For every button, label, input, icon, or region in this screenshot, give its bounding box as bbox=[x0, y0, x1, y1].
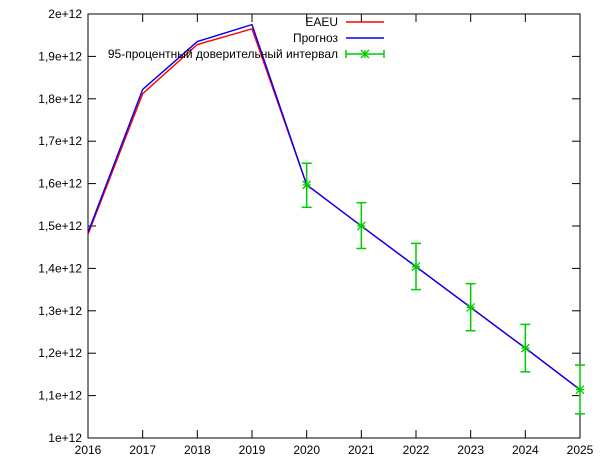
x-tick-label: 2016 bbox=[75, 443, 102, 457]
y-tick-label: 1,2e+12 bbox=[38, 346, 82, 360]
series-layer bbox=[87, 23, 585, 415]
x-tick-label: 2023 bbox=[457, 443, 484, 457]
y-tick-label: 1,5e+12 bbox=[38, 219, 82, 233]
x-tick-label: 2025 bbox=[567, 443, 594, 457]
legend-label: 95-процентный доверительный интервал bbox=[108, 47, 338, 61]
legend-item: 95-процентный доверительный интервал bbox=[108, 47, 385, 61]
legend-item: Прогноз bbox=[293, 31, 384, 45]
plot-frame bbox=[87, 13, 581, 439]
x-tick-label: 2019 bbox=[239, 443, 266, 457]
error-bar-point bbox=[466, 302, 476, 312]
axes bbox=[87, 13, 581, 439]
tick-labels: 1e+12 1,1e+12 1,2e+12 1,3e+12 1,4e+12 1,5e+12… bbox=[38, 7, 593, 457]
error-bar-point bbox=[575, 385, 585, 395]
x-tick-label: 2020 bbox=[293, 443, 320, 457]
legend-label: EAEU bbox=[305, 15, 338, 29]
tick-marks bbox=[87, 13, 581, 439]
series-line-eaeu bbox=[87, 27, 581, 391]
error-bar-point bbox=[520, 343, 530, 353]
y-tick-label: 2e+12 bbox=[48, 7, 82, 21]
series-line-прогноз bbox=[87, 23, 581, 391]
series-1 bbox=[87, 23, 581, 391]
legend: EAEU Прогноз 95-процентный доверительный и… bbox=[108, 15, 385, 61]
y-tick-label: 1,1e+12 bbox=[38, 389, 82, 403]
x-tick-label: 2021 bbox=[348, 443, 375, 457]
y-tick-label: 1,7e+12 bbox=[38, 134, 82, 148]
x-tick-label: 2024 bbox=[512, 443, 539, 457]
y-tick-label: 1,4e+12 bbox=[38, 261, 82, 275]
y-tick-label: 1,6e+12 bbox=[38, 177, 82, 191]
legend-label: Прогноз bbox=[293, 31, 339, 45]
x-tick-label: 2022 bbox=[403, 443, 430, 457]
x-tick-label: 2017 bbox=[129, 443, 156, 457]
error-bar-point bbox=[302, 180, 312, 190]
y-tick-label: 1,3e+12 bbox=[38, 304, 82, 318]
y-tick-label: 1,9e+12 bbox=[38, 49, 82, 63]
x-tick-label: 2018 bbox=[184, 443, 211, 457]
series-0 bbox=[87, 27, 581, 391]
series-2 bbox=[301, 162, 585, 415]
y-tick-label: 1,8e+12 bbox=[38, 92, 82, 106]
error-bar-point bbox=[411, 262, 421, 272]
error-bar-point bbox=[356, 221, 366, 231]
y-tick-label: 1e+12 bbox=[48, 431, 82, 445]
legend-item: EAEU bbox=[305, 15, 384, 29]
